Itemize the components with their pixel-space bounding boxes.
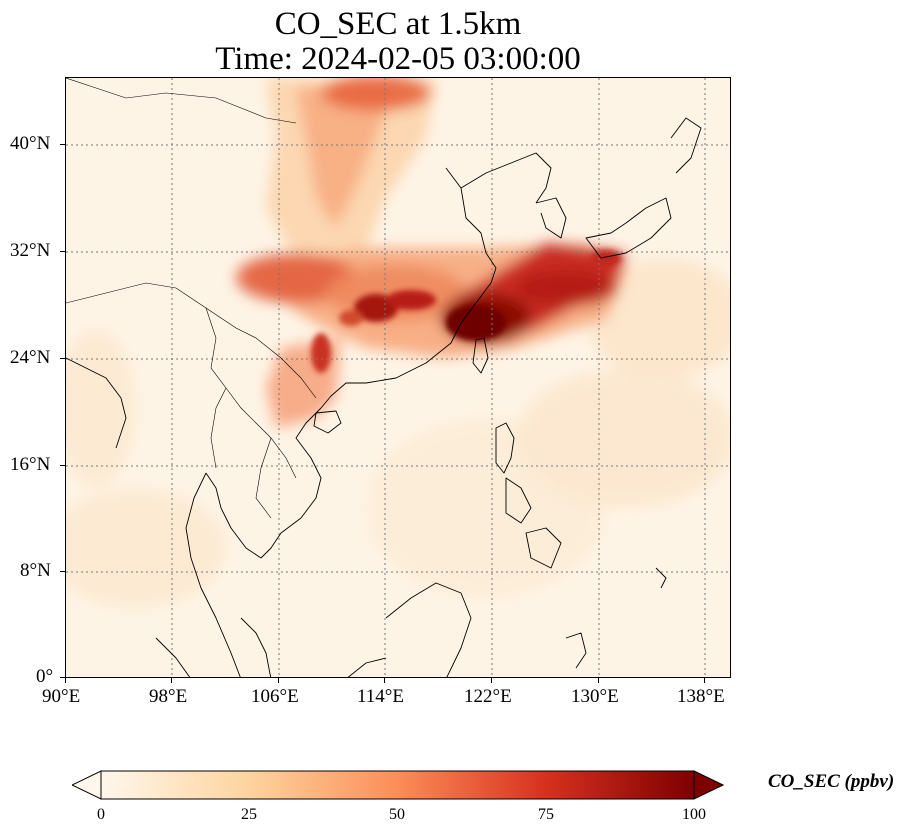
gridlines (66, 78, 730, 677)
concentration-map (66, 78, 730, 677)
lon-tick-label: 138°E (677, 686, 725, 707)
colorbar-tick-label: 75 (538, 806, 554, 823)
lat-tick-label: 24°N (10, 347, 51, 368)
y-tick-mark (60, 251, 65, 252)
lon-tick-label: 90°E (42, 686, 81, 707)
lat-tick-label: 8°N (20, 560, 51, 581)
y-tick-mark (60, 465, 65, 466)
x-tick-mark (278, 678, 279, 683)
colorbar-tick-label: 100 (682, 806, 706, 823)
colorbar-title: CO_SEC (ppbv) (768, 771, 895, 792)
lon-tick-label: 98°E (149, 686, 188, 707)
y-tick-mark (60, 677, 65, 678)
y-tick-mark (60, 571, 65, 572)
lon-tick-label: 122°E (464, 686, 512, 707)
colorbar-min-extend (72, 770, 102, 800)
colorbar-gradient (100, 770, 695, 800)
colorbar-tick-label: 25 (241, 806, 257, 823)
co-plume (236, 78, 626, 428)
lat-tick-label: 40°N (10, 133, 51, 154)
colorbar-max-extend (693, 770, 724, 800)
map-title-line1: CO_SEC at 1.5km (274, 6, 522, 42)
lat-tick-label: 0° (36, 666, 54, 687)
x-tick-mark (384, 678, 385, 683)
colorbar-tick-label: 50 (389, 806, 405, 823)
y-tick-mark (60, 144, 65, 145)
colorbar-tick-label: 0 (97, 806, 105, 823)
x-tick-mark (704, 678, 705, 683)
colorbar (72, 770, 724, 800)
x-tick-mark (598, 678, 599, 683)
lon-tick-label: 106°E (251, 686, 299, 707)
map-title-line2: Time: 2024-02-05 03:00:00 (215, 41, 581, 77)
x-tick-mark (491, 678, 492, 683)
y-tick-mark (60, 358, 65, 359)
x-tick-mark (65, 678, 66, 683)
lon-tick-label: 130°E (571, 686, 619, 707)
background-haze (66, 258, 730, 608)
lat-tick-label: 16°N (10, 454, 51, 475)
map-panel (65, 77, 731, 678)
co-plume-detail (311, 250, 621, 373)
country-borders (66, 78, 317, 519)
x-tick-mark (171, 678, 172, 683)
coastlines (66, 117, 702, 677)
lon-tick-label: 114°E (357, 686, 404, 707)
lat-tick-label: 32°N (10, 240, 51, 261)
